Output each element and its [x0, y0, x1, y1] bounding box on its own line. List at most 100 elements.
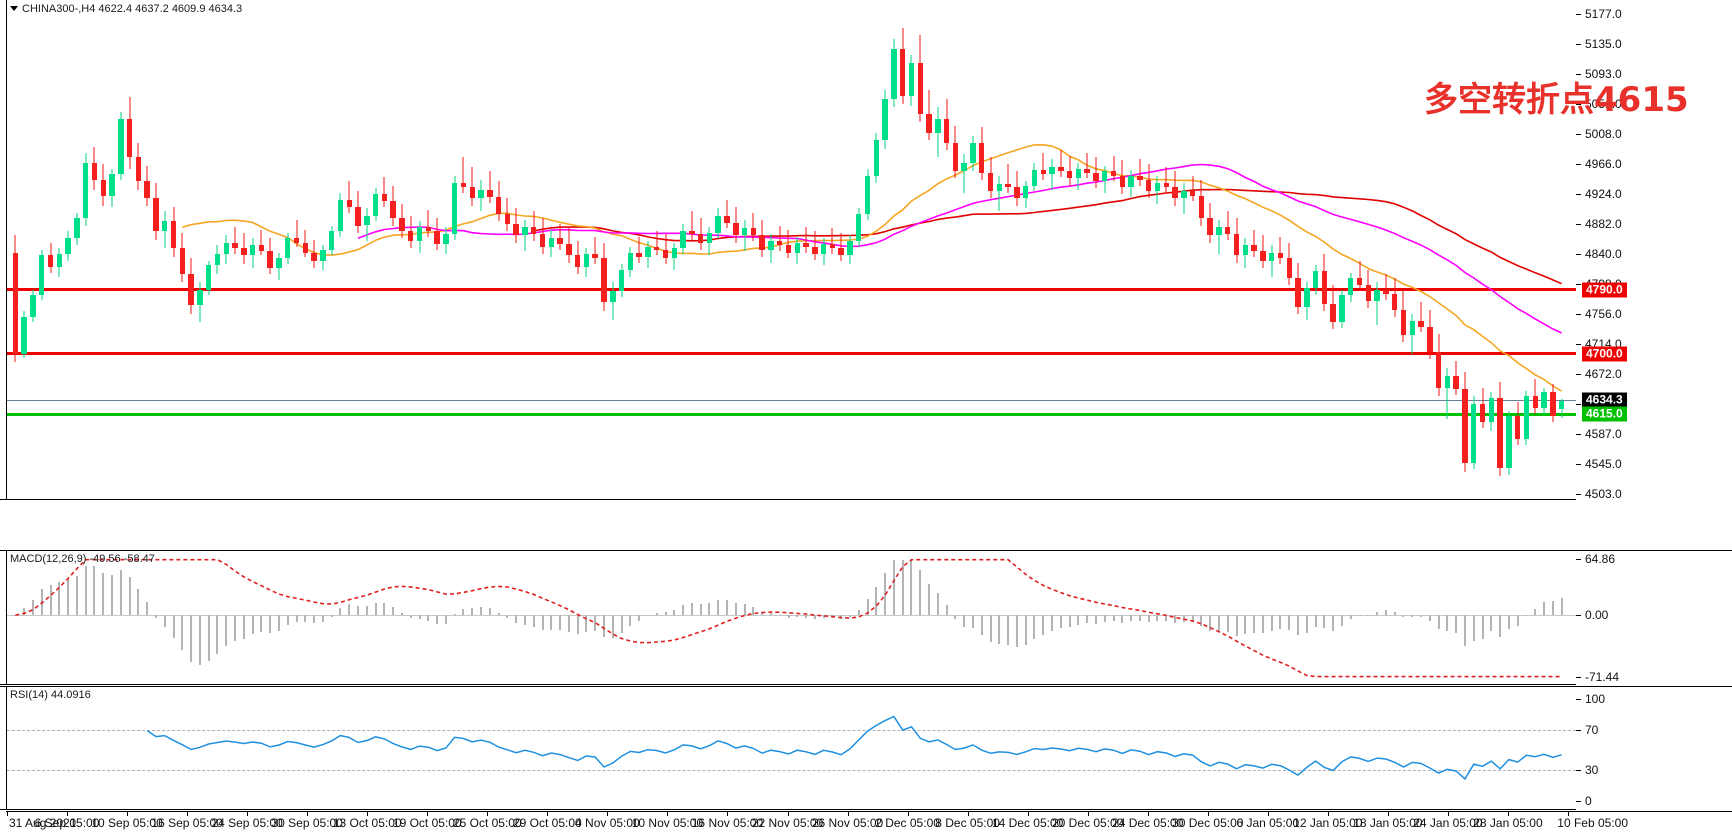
price-axis[interactable]: 5177.0 5135.0 5093.0 5051.0 5008.0 4966.0 4924…	[1576, 0, 1732, 501]
candle-body	[1295, 278, 1301, 307]
macd-histogram-bar	[67, 579, 70, 616]
candle-body	[469, 187, 475, 199]
price-tick-label: 4503.0	[1585, 487, 1622, 501]
candle-wick	[1007, 164, 1009, 193]
price-tick	[1576, 343, 1581, 345]
macd-histogram-bar	[532, 615, 535, 627]
candlestick	[232, 226, 238, 254]
macd-histogram-bar	[1314, 615, 1317, 628]
price-tick-label: 4545.0	[1585, 457, 1622, 472]
candle-body	[241, 248, 247, 256]
macd-histogram-bar	[1042, 615, 1045, 636]
candlestick	[943, 98, 950, 150]
macd-histogram-bar	[1499, 615, 1502, 637]
macd-histogram-bar	[1428, 615, 1431, 622]
macd-plot-area[interactable]	[6, 551, 1576, 684]
price-level-line-4634.3[interactable]	[7, 399, 1576, 401]
candle-body	[320, 249, 326, 262]
price-plot-area[interactable]	[6, 0, 1576, 499]
rsi-plot-area[interactable]	[6, 687, 1576, 809]
candlestick	[47, 242, 54, 273]
macd-histogram-bar	[1446, 615, 1449, 632]
candlestick	[1207, 202, 1213, 243]
candle-body	[1391, 293, 1398, 310]
candlestick	[1383, 273, 1389, 300]
candle-body	[214, 253, 221, 266]
candlestick	[478, 179, 484, 212]
price-tick	[1576, 283, 1581, 285]
macd-histogram-bar	[857, 610, 860, 616]
time-tick-label: 4 Nov 05:00	[575, 816, 640, 830]
price-level-line-4700[interactable]	[7, 352, 1576, 356]
candle-body	[1040, 169, 1046, 175]
candlestick	[372, 188, 379, 222]
last-price-badge[interactable]: 4634.3	[1582, 392, 1627, 408]
candlestick	[416, 221, 423, 253]
candlestick	[1119, 159, 1126, 195]
time-tick	[667, 811, 669, 816]
candlestick	[715, 208, 721, 239]
candle-body	[715, 215, 721, 233]
macd-histogram-bar	[1560, 597, 1563, 616]
macd-label[interactable]: MACD(12,26,9) -49.56 -58.47	[10, 553, 155, 565]
candle-body	[1453, 376, 1459, 390]
macd-histogram-bar	[611, 615, 614, 638]
price-tick-label: 4672.0	[1585, 366, 1622, 381]
level-badge-4700[interactable]: 4700.0	[1582, 346, 1627, 362]
macd-histogram-bar	[392, 606, 395, 616]
macd-histogram-bar	[664, 612, 667, 616]
candle-body	[188, 273, 194, 306]
rsi-tick	[1576, 699, 1581, 700]
macd-histogram-bar	[805, 615, 808, 618]
rsi-axis[interactable]: 100 70 30 0	[1576, 687, 1732, 811]
candlestick	[583, 248, 590, 277]
candlestick	[645, 241, 651, 269]
price-level-line-4615[interactable]	[7, 412, 1576, 416]
macd-histogram-bar	[1217, 615, 1220, 632]
macd-histogram-bar	[1015, 615, 1018, 648]
level-badge-4615[interactable]: 4615.0	[1582, 406, 1627, 422]
macd-histogram-bar	[1174, 615, 1177, 624]
rsi-label[interactable]: RSI(14) 44.0916	[10, 689, 91, 701]
candle-wick	[638, 236, 640, 263]
candle-wick	[1165, 167, 1167, 193]
price-level-line-4790[interactable]	[7, 288, 1576, 292]
candlestick	[328, 225, 335, 256]
rsi-tick	[1576, 801, 1581, 802]
candle-body	[785, 245, 792, 253]
candlestick	[1514, 402, 1521, 445]
macd-histogram-bar	[567, 615, 570, 632]
candle-body	[662, 249, 669, 259]
candle-body	[118, 118, 124, 175]
candlestick	[979, 127, 985, 180]
candle-body	[443, 234, 449, 245]
macd-histogram-bar	[357, 606, 360, 616]
candle-body	[1022, 185, 1029, 199]
triangle-down-icon[interactable]	[10, 6, 18, 11]
candlestick	[1418, 302, 1424, 333]
macd-histogram-bar	[488, 608, 491, 616]
macd-axis[interactable]: 64.86 0.00 -71.44	[1576, 551, 1732, 686]
time-axis[interactable]: 31 Aug 2021 6 Sep 05:00 10 Sep 05:00 16 Sep…	[0, 811, 1732, 837]
macd-histogram-bar	[515, 615, 518, 624]
macd-histogram-bar	[1059, 615, 1062, 629]
candle-body	[987, 172, 994, 192]
level-badge-4790[interactable]: 4790.0	[1582, 282, 1627, 298]
candle-body	[434, 231, 440, 245]
candle-body	[21, 316, 27, 354]
candle-body	[1102, 171, 1108, 182]
candlestick	[74, 212, 80, 246]
macd-histogram-bar	[1112, 615, 1115, 622]
symbol-header[interactable]: CHINA300-,H4 4622.4 4637.2 4609.9 4634.3	[10, 3, 242, 15]
candlestick	[1391, 278, 1398, 317]
macd-histogram-bar	[1138, 615, 1141, 621]
candle-body	[39, 255, 45, 296]
candle-body	[873, 140, 880, 176]
candle-wick	[656, 231, 658, 256]
macd-histogram-bar	[673, 609, 676, 616]
candlestick	[197, 282, 203, 323]
time-tick-label: 22 Nov 05:00	[751, 816, 824, 830]
candlestick	[1040, 152, 1046, 180]
candlestick	[276, 252, 282, 280]
candlestick	[847, 235, 853, 264]
